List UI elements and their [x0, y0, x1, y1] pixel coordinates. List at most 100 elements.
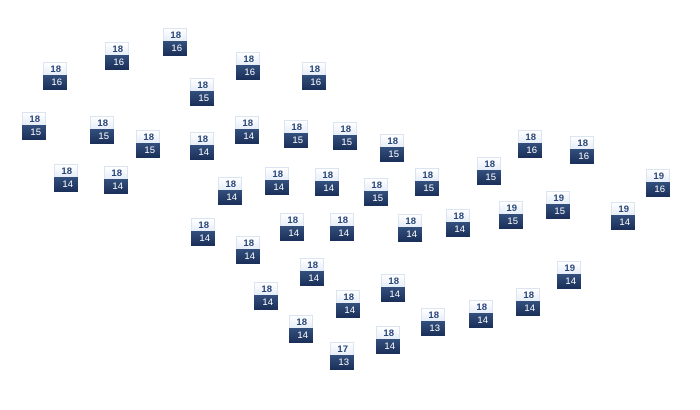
high-temperature: 18	[364, 178, 388, 191]
station-marker[interactable]: 18 14	[300, 258, 324, 286]
station-marker[interactable]: 18 14	[446, 209, 470, 237]
station-marker[interactable]: 18 14	[254, 282, 278, 310]
low-temperature: 15	[136, 143, 160, 158]
station-marker[interactable]: 18 15	[477, 157, 501, 185]
station-marker[interactable]: 18 14	[265, 167, 289, 195]
station-marker[interactable]: 19 14	[611, 202, 635, 230]
station-marker[interactable]: 18 14	[289, 315, 313, 343]
station-marker[interactable]: 18 16	[105, 42, 129, 70]
station-marker[interactable]: 18 15	[284, 120, 308, 148]
station-marker[interactable]: 19 15	[546, 191, 570, 219]
high-temperature: 18	[190, 78, 214, 91]
station-marker[interactable]: 18 14	[516, 288, 540, 316]
high-temperature: 18	[104, 166, 128, 179]
station-marker[interactable]: 18 16	[236, 52, 260, 80]
high-temperature: 18	[235, 116, 259, 129]
high-temperature: 18	[302, 62, 326, 75]
high-temperature: 18	[315, 168, 339, 181]
station-marker[interactable]: 18 15	[136, 130, 160, 158]
station-marker[interactable]: 18 16	[518, 130, 542, 158]
high-temperature: 19	[611, 202, 635, 215]
station-marker[interactable]: 18 14	[236, 236, 260, 264]
low-temperature: 16	[570, 149, 594, 164]
low-temperature: 16	[43, 75, 67, 90]
low-temperature: 15	[22, 125, 46, 140]
station-marker[interactable]: 18 14	[218, 177, 242, 205]
station-marker[interactable]: 18 14	[398, 214, 422, 242]
station-marker[interactable]: 18 14	[376, 326, 400, 354]
low-temperature: 14	[315, 181, 339, 196]
high-temperature: 18	[336, 290, 360, 303]
high-temperature: 18	[163, 28, 187, 41]
station-marker[interactable]: 19 16	[646, 169, 670, 197]
low-temperature: 15	[333, 135, 357, 150]
station-marker[interactable]: 18 14	[280, 213, 304, 241]
station-marker[interactable]: 18 15	[333, 122, 357, 150]
low-temperature: 15	[477, 170, 501, 185]
station-marker[interactable]: 18 16	[163, 28, 187, 56]
high-temperature: 18	[190, 132, 214, 145]
station-marker[interactable]: 18 14	[315, 168, 339, 196]
low-temperature: 14	[300, 271, 324, 286]
high-temperature: 18	[265, 167, 289, 180]
low-temperature: 15	[415, 181, 439, 196]
station-marker[interactable]: 19 15	[499, 201, 523, 229]
low-temperature: 14	[104, 179, 128, 194]
station-marker[interactable]: 19 14	[557, 261, 581, 289]
station-marker[interactable]: 18 14	[381, 274, 405, 302]
station-marker[interactable]: 18 15	[364, 178, 388, 206]
low-temperature: 14	[557, 274, 581, 289]
high-temperature: 18	[570, 136, 594, 149]
low-temperature: 15	[90, 129, 114, 144]
high-temperature: 18	[469, 300, 493, 313]
high-temperature: 19	[646, 169, 670, 182]
station-marker[interactable]: 18 15	[90, 116, 114, 144]
station-marker[interactable]: 18 15	[190, 78, 214, 106]
low-temperature: 14	[191, 231, 215, 246]
station-marker[interactable]: 17 13	[330, 342, 354, 370]
station-marker[interactable]: 18 16	[43, 62, 67, 90]
station-marker[interactable]: 18 14	[469, 300, 493, 328]
high-temperature: 18	[516, 288, 540, 301]
station-marker[interactable]: 18 15	[380, 134, 404, 162]
high-temperature: 18	[105, 42, 129, 55]
low-temperature: 14	[330, 226, 354, 241]
station-marker[interactable]: 18 14	[104, 166, 128, 194]
low-temperature: 14	[236, 249, 260, 264]
high-temperature: 18	[54, 164, 78, 177]
station-marker[interactable]: 18 14	[190, 132, 214, 160]
station-marker[interactable]: 18 13	[421, 308, 445, 336]
low-temperature: 15	[364, 191, 388, 206]
low-temperature: 16	[163, 41, 187, 56]
high-temperature: 19	[546, 191, 570, 204]
high-temperature: 18	[280, 213, 304, 226]
station-marker[interactable]: 18 14	[336, 290, 360, 318]
low-temperature: 16	[646, 182, 670, 197]
high-temperature: 18	[477, 157, 501, 170]
high-temperature: 18	[90, 116, 114, 129]
station-marker[interactable]: 18 14	[330, 213, 354, 241]
station-marker[interactable]: 18 16	[302, 62, 326, 90]
low-temperature: 15	[380, 147, 404, 162]
low-temperature: 14	[516, 301, 540, 316]
low-temperature: 14	[446, 222, 470, 237]
station-marker[interactable]: 18 14	[235, 116, 259, 144]
station-marker[interactable]: 18 15	[415, 168, 439, 196]
low-temperature: 14	[235, 129, 259, 144]
high-temperature: 18	[254, 282, 278, 295]
station-marker[interactable]: 18 16	[570, 136, 594, 164]
low-temperature: 15	[190, 91, 214, 106]
high-temperature: 18	[415, 168, 439, 181]
station-marker[interactable]: 18 14	[191, 218, 215, 246]
station-marker[interactable]: 18 14	[54, 164, 78, 192]
low-temperature: 16	[236, 65, 260, 80]
high-temperature: 19	[557, 261, 581, 274]
low-temperature: 16	[105, 55, 129, 70]
station-marker[interactable]: 18 15	[22, 112, 46, 140]
high-temperature: 18	[398, 214, 422, 227]
high-temperature: 18	[284, 120, 308, 133]
high-temperature: 18	[236, 236, 260, 249]
low-temperature: 14	[190, 145, 214, 160]
low-temperature: 14	[218, 190, 242, 205]
